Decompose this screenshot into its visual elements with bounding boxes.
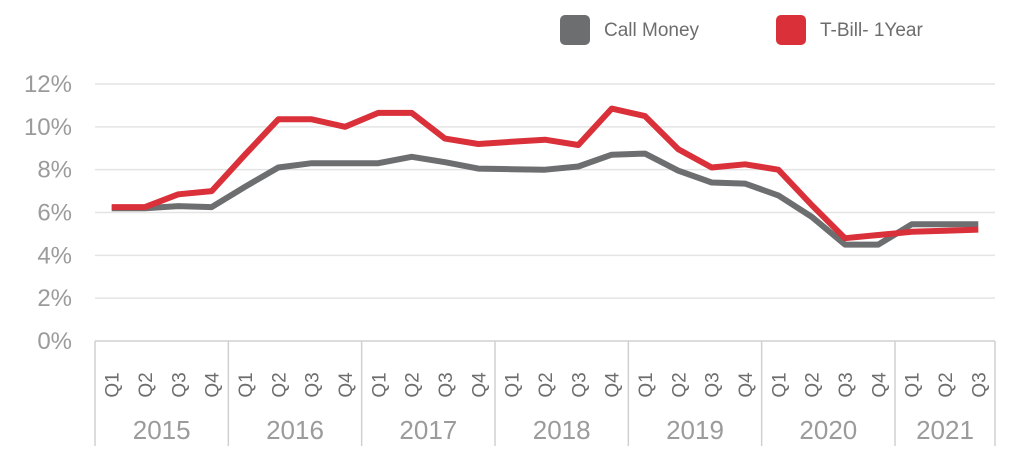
x-tick-label: Q4	[203, 372, 224, 398]
x-tick-label: Q2	[536, 372, 557, 397]
y-tick-label: 12%	[24, 71, 72, 98]
y-tick-label: 6%	[37, 200, 72, 227]
series-lines	[111, 105, 979, 248]
year-label: 2021	[916, 415, 974, 445]
x-tick-label: Q1	[369, 372, 390, 397]
year-label: 2015	[133, 415, 191, 445]
series-line-tbill-1year	[111, 105, 979, 242]
x-tick-label: Q1	[503, 372, 524, 397]
year-label: 2019	[666, 415, 724, 445]
x-tick-label: Q4	[469, 372, 490, 398]
y-tick-label: 2%	[37, 285, 72, 312]
x-tick-label: Q4	[736, 372, 757, 398]
x-tick-label: Q2	[803, 372, 824, 397]
y-tick-label: 4%	[37, 242, 72, 269]
x-tick-label: Q2	[669, 372, 690, 397]
legend-label-call-money: Call Money	[604, 20, 700, 41]
legend: Call Money T-Bill- 1Year	[560, 15, 923, 45]
legend-swatch-tbill-1year	[776, 15, 806, 45]
x-tick-label: Q2	[403, 372, 424, 397]
x-tick-label: Q3	[969, 372, 990, 397]
x-tick-label: Q3	[436, 372, 457, 397]
legend-label-tbill-1year: T-Bill- 1Year	[820, 20, 923, 41]
year-label: 2016	[266, 415, 324, 445]
x-tick-label: Q3	[169, 372, 190, 397]
year-label: 2017	[399, 415, 457, 445]
x-tick-label: Q3	[703, 372, 724, 397]
x-tick-label: Q3	[303, 372, 324, 397]
y-tick-label: 8%	[37, 157, 72, 184]
x-tick-label: Q2	[136, 372, 157, 397]
x-tick-label: Q1	[103, 372, 124, 397]
x-tick-label: Q1	[769, 372, 790, 397]
legend-item-call-money: Call Money	[560, 15, 700, 45]
x-tick-label: Q4	[336, 372, 357, 398]
y-tick-label: 0%	[37, 328, 72, 355]
legend-item-tbill-1year: T-Bill- 1Year	[776, 15, 923, 45]
x-tick-label: Q4	[869, 372, 890, 398]
year-label: 2018	[533, 415, 591, 445]
x-tick-label: Q1	[636, 372, 657, 397]
y-tick-label: 10%	[24, 114, 72, 141]
x-tick-label: Q2	[269, 372, 290, 397]
x-tick-label: Q1	[236, 372, 257, 397]
x-tick-label: Q3	[836, 372, 857, 397]
x-tick-label: Q3	[569, 372, 590, 397]
y-axis: 0% 2% 4% 6% 8% 10% 12%	[24, 71, 72, 355]
x-tick-label: Q1	[903, 372, 924, 397]
x-tick-label: Q4	[603, 372, 624, 398]
x-tick-label: Q2	[936, 372, 957, 397]
year-label: 2020	[799, 415, 857, 445]
series-line-call-money	[111, 150, 979, 248]
legend-swatch-call-money	[560, 15, 590, 45]
gridlines	[95, 83, 995, 342]
x-axis: Q1 Q2 Q3 Q4 Q1 Q2 Q3 Q4 Q1 Q2 Q3 Q4 Q1 Q2 Q3 Q4 Q1 Q2 Q3 Q4…	[94, 341, 996, 446]
